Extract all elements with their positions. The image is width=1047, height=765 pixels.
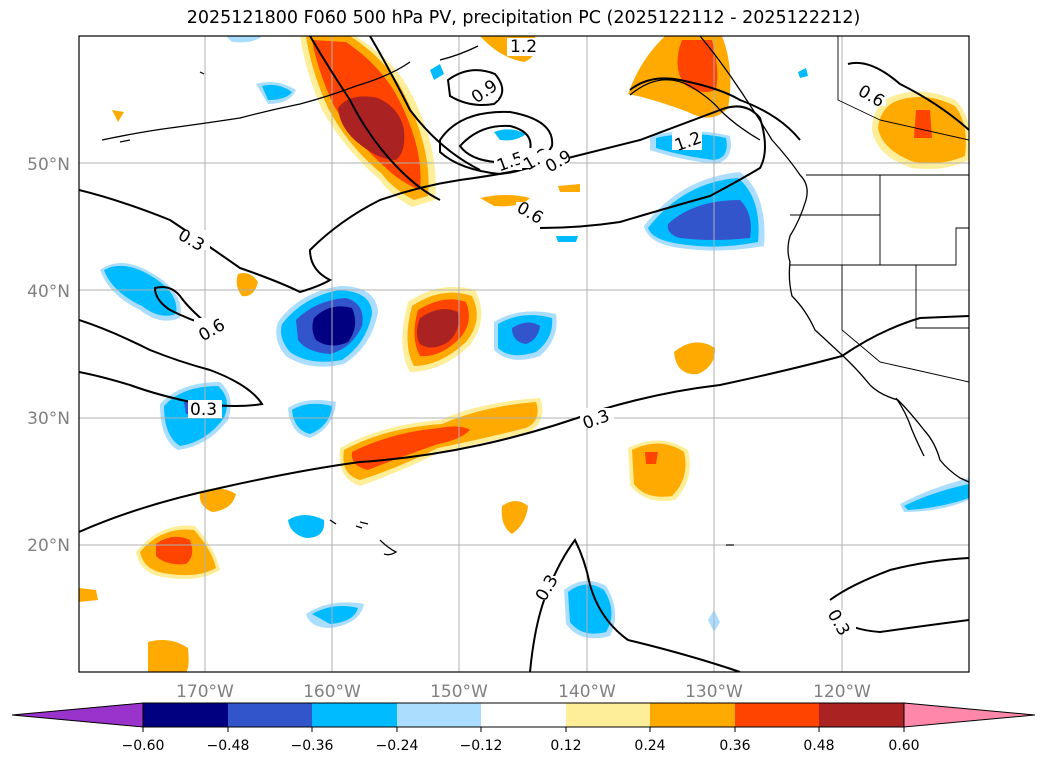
colorbar-extend-low [11,702,144,728]
pv-contour [79,315,969,533]
precip-positive-area [914,110,932,138]
lat-label: 50°N [27,155,70,175]
contour-label: 1.2 [510,37,537,57]
pv-contour [79,319,264,407]
precip-positive-area [148,640,189,672]
precip-negative-area [568,584,612,634]
colorbar-swatch [650,703,735,727]
precip-negative-area [556,236,578,242]
colorbar-tick-label: −0.36 [291,738,334,754]
colorbar-swatch [481,703,566,727]
colorbar-swatch [819,703,904,727]
colorbar-swatch [735,703,819,727]
precip-positive-area [558,184,580,192]
precip-negative-area [262,84,292,100]
plot-title: 2025121800 F060 500 hPa PV, precipitatio… [186,8,861,28]
precip-negative-area [288,515,325,538]
precip-positive-area [338,96,405,160]
pv-contour [629,77,801,141]
colorbar-swatch [397,703,481,727]
pv-contour [847,62,969,131]
precip-positive-area [351,426,470,470]
pv-contour [369,36,481,171]
pv-contour [439,110,554,176]
lat-label: 20°N [27,536,70,556]
lon-label: 150°W [430,682,488,702]
lat-label: 30°N [27,409,70,429]
precip-negative-area [430,64,444,80]
lon-label: 160°W [303,682,361,702]
pv-contour [446,69,504,106]
colorbar-tick-label: −0.48 [207,738,250,754]
precip-positive-area [79,588,98,602]
precip-negative-area [904,484,969,510]
precip-negative-area [312,306,356,346]
colorbar-tick-label: 0.24 [634,738,665,754]
precip-negative-area [292,403,332,434]
precip-positive-area [236,273,258,297]
precip-positive-area [501,501,528,534]
colorbar-frame [142,702,905,728]
colorbar-tick-label: −0.60 [122,738,165,754]
precip-positive-area [156,536,193,565]
colorbar-tick-label: −0.12 [460,738,503,754]
colorbar-tick-label: 0.48 [803,738,834,754]
precip-negative-area [667,200,751,240]
precip-positive-area [417,309,459,348]
precip-positive-area [632,443,686,497]
precip-negative-area [494,129,526,141]
longitude-labels: 170°W 160°W 150°W 140°W 130°W 120°W [176,682,871,702]
lon-label: 120°W [813,682,871,702]
pv-contour [529,538,741,672]
precip-positive-area [677,40,718,92]
precip-positive-area [645,452,658,464]
latitude-labels: 50°N 40°N 30°N 20°N [27,155,70,556]
state-borders [790,36,969,383]
precip-negative-area [104,265,177,316]
precip-positive-area [674,342,716,375]
colorbar-swatch [566,703,650,727]
precip-positive-area [199,488,236,512]
colorbar-ticks [142,727,905,732]
colorbar-swatch [143,703,228,727]
graticule [79,36,969,672]
map-frame [78,35,970,673]
colorbar-tick-label: −0.24 [376,738,419,754]
precip-negative-area [226,36,262,43]
colorbar: −0.60 −0.48 −0.36 −0.24 −0.12 0.12 0.24 … [11,702,1036,754]
lon-label: 130°W [685,682,743,702]
precip-positive-area [112,110,124,122]
lon-label: 140°W [558,682,616,702]
precip-shading [79,36,969,672]
contour-label: 0.3 [174,225,207,256]
colorbar-tick-label: 0.36 [719,738,750,754]
map-area [79,36,969,672]
lon-label: 170°W [176,682,234,702]
colorbar-swatch [228,703,312,727]
contour-label: 0.3 [190,400,217,420]
colorbar-tick-label: 0.12 [550,738,581,754]
colorbar-swatch [312,703,397,727]
lat-label: 40°N [27,282,70,302]
pv-contour [309,36,441,201]
coastlines [101,36,969,556]
precip-negative-area [798,68,808,78]
precip-negative-area [312,606,358,624]
colorbar-tick-label: 0.60 [888,738,919,754]
colorbar-extend-high [903,702,1036,728]
precip-negative-area [512,322,540,344]
islands [119,71,734,546]
pv-contour [829,557,969,601]
